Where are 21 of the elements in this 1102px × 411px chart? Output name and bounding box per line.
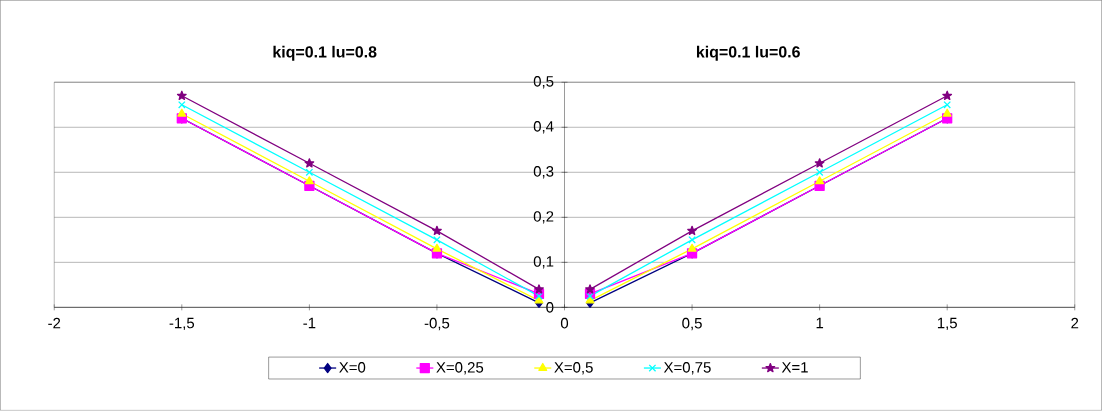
x-tick-label: 2 — [1071, 318, 1079, 329]
x-tick-label: -0,5 — [424, 318, 450, 331]
y-tick-label: 0,1 — [533, 256, 554, 269]
y-tick-label: 0,4 — [533, 121, 554, 134]
x-tick-label: 1,5 — [937, 318, 957, 331]
y-tick-label: 0,3 — [533, 166, 554, 179]
text: kiq=0.1 lu=0.8 — [273, 46, 377, 61]
legend-label: X=0,25 — [436, 362, 484, 375]
legend-label: X=0 — [339, 362, 366, 373]
x-tick-label: 0,5 — [682, 318, 702, 331]
legend-label: X=0,5 — [554, 362, 593, 375]
x-tick-label: 0 — [560, 318, 569, 329]
y-tick-label: 0,5 — [533, 76, 554, 89]
x-tick-label: 1 — [816, 318, 824, 329]
text: kiq=0.1 lu=0.6 — [696, 46, 800, 61]
legend-label: X=0,75 — [663, 362, 711, 375]
legend-label: X=1 — [781, 362, 808, 373]
x-tick-label: -1 — [303, 318, 316, 329]
x-tick-label: -2 — [48, 318, 61, 329]
y-tick-label: 0,2 — [533, 211, 554, 224]
x-tick-label: -1,5 — [169, 318, 195, 331]
